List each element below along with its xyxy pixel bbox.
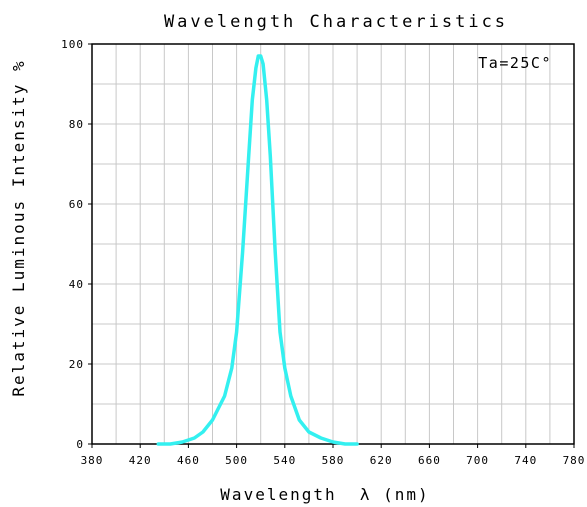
chart-title: Wavelength Characteristics (164, 12, 508, 32)
x-tick-label: 620 (370, 454, 393, 467)
x-tick-label: 780 (563, 454, 586, 467)
y-tick-label: 20 (69, 358, 84, 371)
x-tick-label: 660 (418, 454, 441, 467)
x-tick-label: 700 (466, 454, 489, 467)
y-tick-label: 60 (69, 198, 84, 211)
y-tick-label: 40 (69, 278, 84, 291)
x-tick-label: 580 (322, 454, 345, 467)
x-tick-label: 380 (81, 454, 104, 467)
y-tick-label: 80 (69, 118, 84, 131)
x-tick-label: 460 (177, 454, 200, 467)
temperature-annotation: Ta=25C° (478, 54, 552, 72)
x-tick-label: 500 (225, 454, 248, 467)
y-axis: 0 20 40 60 80 100 (61, 38, 92, 451)
x-tick-label: 540 (273, 454, 296, 467)
y-axis-label: Relative Luminous Intensity % (9, 59, 28, 396)
x-axis: 380 420 460 500 540 580 620 660 700 740 780 (81, 444, 586, 467)
y-tick-label: 100 (61, 38, 84, 51)
x-tick-label: 740 (514, 454, 537, 467)
x-axis-label: Wavelength λ (nm) (220, 485, 429, 504)
y-tick-label: 0 (76, 438, 84, 451)
x-tick-label: 420 (129, 454, 152, 467)
series-line (156, 54, 359, 446)
grid-lines (92, 44, 574, 444)
